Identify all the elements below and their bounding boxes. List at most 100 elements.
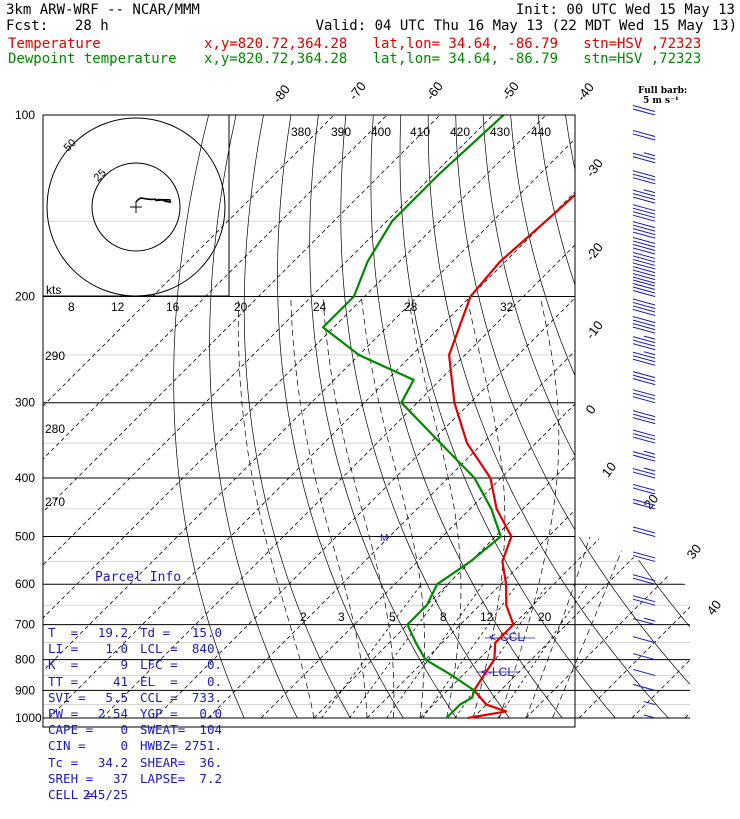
wind-barb (633, 252, 655, 269)
mixing-ratio-line (498, 584, 588, 718)
isotherm-label: -70 (346, 79, 369, 103)
parcel-value: 0.0 (199, 706, 222, 722)
parcel-label: SWEAT= (140, 722, 185, 738)
hodograph-units: kts (46, 283, 61, 297)
isotherm (261, 115, 740, 718)
wind-barb-flag (633, 109, 655, 115)
parcel-label: SVI = (48, 690, 86, 706)
barb-legend-value: 5 m s⁻¹ (643, 96, 679, 106)
dry-adiabat (511, 115, 740, 718)
wind-barb (633, 390, 655, 403)
wind-barb (633, 596, 655, 606)
parcel-label: CCL = (140, 690, 178, 706)
moist-adiabat (500, 297, 559, 719)
theta-label-left: 290 (45, 349, 65, 363)
theta-label: 440 (531, 125, 551, 139)
parcel-value: 9 (120, 657, 128, 673)
dry-adiabat (244, 115, 350, 718)
parcel-value: 37 (113, 771, 128, 787)
isotherm-label: -30 (583, 156, 606, 180)
parcel-value: 840. (192, 641, 222, 657)
isotherm (632, 115, 740, 718)
mixed-level-marker: M (380, 533, 388, 544)
wind-barb-flag (633, 320, 655, 326)
wind-barb-flag (633, 344, 655, 350)
wind-barb (633, 222, 655, 239)
dry-adiabat (400, 115, 615, 718)
wind-barb-flag (633, 530, 655, 536)
dewpoint-profile (323, 115, 504, 718)
wind-barb-flag (633, 157, 655, 163)
wind-barb-flag (633, 414, 655, 420)
isotherm (420, 115, 740, 718)
theta-label: 400 (371, 125, 391, 139)
wind-barb-flag (633, 552, 655, 558)
wind-barb-flag (633, 309, 655, 315)
mixing-ratio-line (322, 584, 422, 718)
mixing-ratio-label-lower: 8 (440, 610, 447, 624)
wind-barb (633, 190, 655, 204)
parcel-label: T = (48, 625, 78, 641)
parcel-label: SHEAR= (140, 755, 185, 771)
wind-barb-flag (633, 215, 655, 221)
wind-barb-flag (633, 130, 655, 136)
parcel-label: K = (48, 657, 78, 673)
wind-barb-flag (633, 437, 655, 443)
isotherm-label: -60 (423, 79, 446, 103)
wind-barb-half (644, 618, 655, 621)
parcel-value: 1.0 (105, 641, 128, 657)
dry-adiabat (341, 115, 510, 718)
wind-barb-flag (633, 237, 655, 243)
wind-barb-flag (633, 178, 655, 184)
parcel-value: 2751. (184, 738, 222, 754)
wind-barb-flag (633, 337, 655, 343)
parcel-value: 41 (113, 674, 128, 690)
parcel-label: CIN = (48, 738, 86, 754)
wind-barb-flag (633, 270, 655, 276)
parcel-label: TT = (48, 674, 78, 690)
isotherm-label: -50 (499, 79, 522, 103)
parcel-label: PW = (48, 706, 78, 722)
wind-barb-flag (633, 263, 655, 269)
mixing-ratio-label-lower: 3 (338, 610, 345, 624)
wind-barb (633, 336, 655, 350)
wind-barb-flag (633, 619, 655, 625)
isotherm-label: -20 (583, 240, 606, 264)
wind-barb (633, 153, 655, 163)
wind-barb-flag (633, 340, 655, 346)
mixing-ratio-label: 16 (166, 300, 180, 314)
wind-barb-flag (633, 452, 655, 458)
isotherm-label: 20 (641, 491, 662, 512)
wind-barb-flag (633, 153, 655, 159)
wind-barb-half (644, 336, 655, 339)
wind-barb-flag (633, 205, 655, 211)
dry-adiabat (310, 115, 457, 718)
mixing-ratio-label: 24 (313, 300, 327, 314)
parcel-label: LI = (48, 641, 78, 657)
parcel-value: 0. (207, 657, 222, 673)
wind-barb-flag (633, 174, 655, 180)
wind-barb (633, 484, 655, 494)
hodograph-ring-label-50: 50 (62, 137, 79, 154)
wind-barb-flag (633, 527, 655, 533)
parcel-value: 733. (192, 690, 222, 706)
wind-barb-flag (633, 393, 655, 399)
wind-barb (633, 372, 655, 385)
wind-barb-flag (633, 375, 655, 381)
dry-adiabat (730, 115, 740, 718)
wind-barb (633, 451, 655, 461)
dry-adiabat (703, 115, 740, 718)
wind-barb-flag (633, 684, 655, 690)
wind-barb-half (644, 190, 655, 193)
wind-barb-flag (633, 669, 655, 675)
parcel-value: 0. (207, 674, 222, 690)
moist-adiabat (467, 297, 505, 719)
isotherm-label: -80 (270, 82, 293, 106)
wind-barb-flag (633, 299, 655, 305)
wind-barb-flag (633, 306, 655, 312)
isotherm-label: 0 (583, 402, 599, 417)
parcel-value: 5.5 (105, 690, 128, 706)
wind-barb-flag (633, 194, 655, 200)
